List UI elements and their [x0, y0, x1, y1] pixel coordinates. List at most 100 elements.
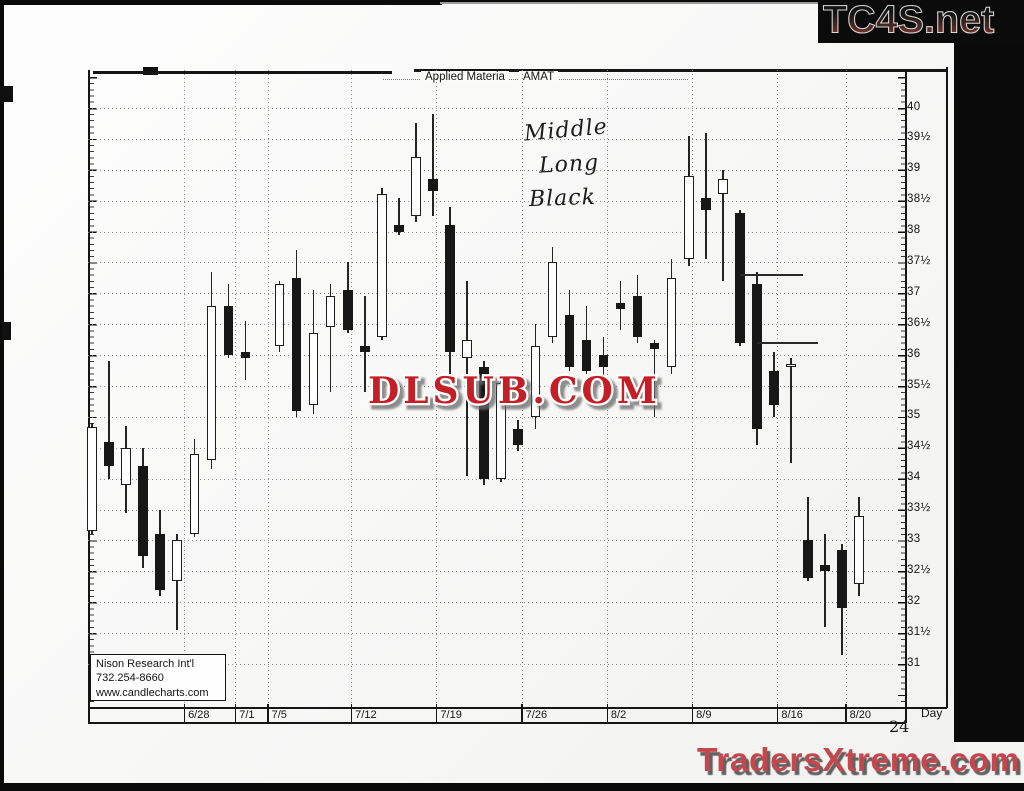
x-axis-unit-label: Day: [921, 706, 943, 720]
y-axis-tick-label: 39: [907, 162, 921, 175]
date-gridline: [521, 70, 523, 707]
y-axis-tick-label: 37: [907, 285, 921, 298]
y-axis-tick-label: 38: [907, 224, 921, 237]
candle-wick: [705, 132, 707, 260]
scan-edge-left: [0, 0, 4, 791]
candle-body-bearish: [837, 549, 847, 609]
candle-body-bearish: [360, 345, 370, 353]
price-gridline: [88, 478, 893, 480]
x-axis-tick: [521, 704, 523, 722]
info-line-website: www.candlecharts.com: [96, 686, 209, 699]
candle-body-bearish: [701, 197, 711, 210]
candle-wick: [807, 497, 809, 581]
x-axis-tick: [183, 704, 186, 722]
candle-wick: [722, 169, 724, 281]
candle-body-bearish: [769, 370, 779, 405]
page-number: 24: [889, 717, 910, 736]
candle-body-bullish: [462, 339, 472, 359]
candle-body-bullish: [377, 194, 387, 337]
chart-title-ticker: AMAT: [519, 71, 559, 83]
price-gridline: [88, 324, 893, 326]
candle-body-bearish: [104, 441, 114, 467]
candle-body-bearish: [342, 290, 353, 331]
price-level-line: [739, 274, 803, 276]
y-axis-tick-label: 32½: [907, 563, 931, 576]
candle-wick: [108, 361, 110, 479]
right-ruler-major-ticks: [898, 77, 905, 710]
candle-body-bullish: [718, 179, 728, 195]
watermark-dlsub-shadow: DLSUB.COM: [370, 372, 665, 419]
candle-body-bullish: [189, 453, 200, 535]
candle-body-bearish: [138, 466, 148, 556]
chart-outer-right-border: [946, 67, 948, 708]
candle-body-bearish: [513, 429, 524, 445]
candle-body-bearish: [564, 314, 575, 368]
candle-body-bullish: [666, 277, 677, 368]
date-gridline: [184, 70, 186, 707]
price-gridline: [88, 386, 893, 387]
scan-speck: [0, 86, 13, 102]
info-line-company: Nison Research Int'l: [96, 658, 195, 670]
y-axis-tick-label: 35: [907, 409, 921, 422]
date-gridline: [845, 70, 847, 707]
candle-body-bearish: [223, 305, 234, 356]
candle-body-bearish: [479, 367, 489, 479]
y-axis-tick-label: 36½: [907, 316, 931, 329]
x-axis-tick-label: 8/20: [849, 709, 872, 721]
x-axis-tick: [691, 704, 694, 722]
watermark-tc4s: TC4S.net: [822, 0, 995, 42]
candle-wick: [432, 114, 434, 217]
candle-body-bullish: [172, 540, 183, 581]
price-gridline: [88, 540, 893, 542]
price-gridline: [88, 169, 893, 171]
chart-left-axis: [88, 70, 90, 723]
candle-body-bearish: [581, 339, 592, 371]
price-gridline: [88, 231, 893, 233]
x-axis-tick: [845, 704, 847, 722]
candle-body-bullish: [206, 305, 217, 461]
candle-body-bullish: [786, 364, 796, 368]
x-axis-tick-label: 8/16: [781, 709, 803, 721]
date-gridline: [351, 70, 353, 707]
candle-body-bearish: [155, 534, 165, 590]
chart-bottom-border: [88, 707, 947, 709]
handwritten-note-line2: Long: [538, 150, 600, 179]
y-axis-tick-label: 38½: [907, 193, 931, 206]
y-axis-tick-label: 36: [907, 347, 921, 360]
price-gridline: [88, 416, 893, 418]
candle-wick: [585, 305, 588, 374]
candle-body-bearish: [240, 352, 251, 359]
candle-body-bullish: [854, 515, 865, 584]
candle-wick: [244, 321, 247, 380]
price-gridline: [88, 571, 893, 573]
x-axis-tick-label: 7/5: [271, 709, 287, 721]
candle-body-bearish: [752, 284, 762, 430]
date-gridline: [606, 70, 608, 707]
price-gridline: [88, 108, 893, 109]
candle-body-bearish: [820, 565, 830, 572]
chart-top-border-right: [414, 69, 947, 72]
price-gridline: [88, 447, 893, 449]
y-axis-tick-label: 33½: [907, 502, 931, 515]
price-gridline: [88, 138, 893, 140]
candle-body-bullish: [274, 284, 285, 346]
y-axis-tick-label: 34: [907, 471, 921, 484]
y-axis-tick-label: 31½: [907, 625, 931, 638]
scan-edge-right: [954, 0, 1024, 742]
y-axis-tick-label: 40: [907, 100, 921, 113]
candle-body-bearish: [632, 296, 643, 337]
candle-body-bullish: [87, 427, 97, 532]
candle-body-bearish: [428, 179, 438, 192]
price-gridline: [88, 509, 893, 511]
candle-body-bullish: [496, 382, 506, 479]
research-info-box: Nison Research Int'l 732.254-8660 www.ca…: [90, 654, 226, 701]
watermark-background-box: [818, 0, 1024, 43]
candle-wick: [824, 534, 826, 627]
x-axis-tick: [777, 704, 779, 722]
watermark-dlsub-text: DLSUB.COM: [366, 368, 661, 415]
paper-corner: [955, 740, 1024, 784]
x-axis-tick: [267, 704, 269, 722]
price-level-line: [756, 341, 819, 344]
candle-body-bullish: [121, 447, 131, 485]
